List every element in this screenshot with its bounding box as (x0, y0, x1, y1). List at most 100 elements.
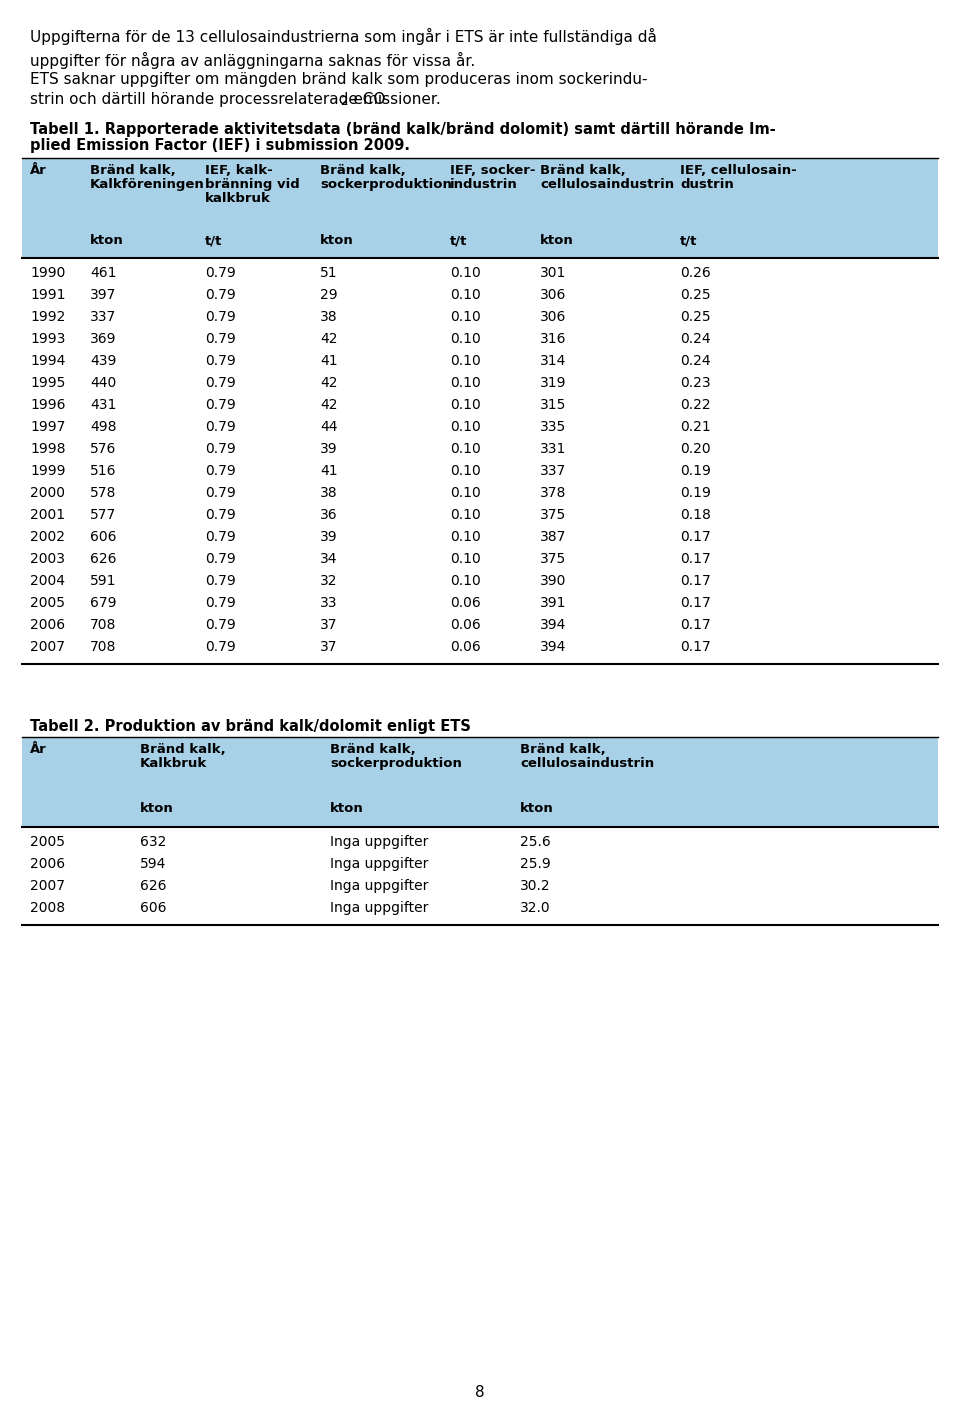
Text: 390: 390 (540, 574, 566, 588)
Text: 2003: 2003 (30, 552, 65, 566)
Text: cellulosaindustrin: cellulosaindustrin (540, 179, 674, 191)
Text: 0.79: 0.79 (205, 332, 236, 346)
Text: 314: 314 (540, 355, 566, 369)
Text: 594: 594 (140, 857, 166, 871)
Text: 397: 397 (90, 288, 116, 303)
Text: 39: 39 (320, 530, 338, 545)
Text: uppgifter för några av anläggningarna saknas för vissa år.: uppgifter för några av anläggningarna sa… (30, 52, 475, 69)
Text: 0.10: 0.10 (450, 266, 481, 280)
Text: 42: 42 (320, 332, 338, 346)
Text: Bränd kalk,: Bränd kalk, (520, 743, 606, 756)
Text: 0.06: 0.06 (450, 640, 481, 654)
Text: t/t: t/t (450, 234, 468, 248)
Text: 0.10: 0.10 (450, 332, 481, 346)
Text: 431: 431 (90, 398, 116, 412)
Text: 2005: 2005 (30, 834, 65, 848)
Text: År: År (30, 743, 47, 756)
Text: År: År (30, 165, 47, 177)
Text: 461: 461 (90, 266, 116, 280)
Text: Bränd kalk,: Bränd kalk, (540, 165, 626, 177)
Text: 1999: 1999 (30, 464, 65, 478)
Text: Inga uppgifter: Inga uppgifter (330, 834, 428, 848)
Text: 1994: 1994 (30, 355, 65, 369)
Text: kton: kton (520, 802, 554, 815)
Text: Bränd kalk,: Bränd kalk, (140, 743, 226, 756)
Text: Kalkbruk: Kalkbruk (140, 757, 207, 770)
Text: sockerproduktion: sockerproduktion (330, 757, 462, 770)
Text: 0.17: 0.17 (680, 574, 710, 588)
Text: 2004: 2004 (30, 574, 65, 588)
Text: 439: 439 (90, 355, 116, 369)
Text: 1998: 1998 (30, 442, 65, 456)
Text: Inga uppgifter: Inga uppgifter (330, 879, 428, 893)
Text: -emissioner.: -emissioner. (348, 91, 441, 107)
Text: 0.79: 0.79 (205, 398, 236, 412)
Text: 0.23: 0.23 (680, 376, 710, 390)
Text: sockerproduktion: sockerproduktion (320, 179, 452, 191)
Text: 2007: 2007 (30, 640, 65, 654)
Text: Tabell 1. Rapporterade aktivitetsdata (bränd kalk/bränd dolomit) samt därtill hö: Tabell 1. Rapporterade aktivitetsdata (b… (30, 122, 776, 136)
Text: 708: 708 (90, 640, 116, 654)
Text: 37: 37 (320, 640, 338, 654)
Text: 0.18: 0.18 (680, 508, 710, 522)
Text: 0.79: 0.79 (205, 355, 236, 369)
Text: 0.17: 0.17 (680, 597, 710, 611)
Text: 0.25: 0.25 (680, 310, 710, 324)
Text: plied Emission Factor (IEF) i submission 2009.: plied Emission Factor (IEF) i submission… (30, 138, 410, 153)
Text: 0.26: 0.26 (680, 266, 710, 280)
Text: 1996: 1996 (30, 398, 65, 412)
Text: dustrin: dustrin (680, 179, 733, 191)
Text: 2008: 2008 (30, 900, 65, 915)
Text: 632: 632 (140, 834, 166, 848)
Text: 1991: 1991 (30, 288, 65, 303)
Text: 1997: 1997 (30, 421, 65, 433)
Bar (22, 737, 938, 827)
Text: 0.10: 0.10 (450, 464, 481, 478)
Text: 0.10: 0.10 (450, 355, 481, 369)
Text: 25.6: 25.6 (520, 834, 551, 848)
Text: 1995: 1995 (30, 376, 65, 390)
Text: 30.2: 30.2 (520, 879, 551, 893)
Text: IEF, kalk-: IEF, kalk- (205, 165, 273, 177)
Text: 29: 29 (320, 288, 338, 303)
Text: 0.79: 0.79 (205, 266, 236, 280)
Text: 0.79: 0.79 (205, 508, 236, 522)
Text: 0.10: 0.10 (450, 310, 481, 324)
Text: 0.21: 0.21 (680, 421, 710, 433)
Text: 0.79: 0.79 (205, 442, 236, 456)
Text: 0.17: 0.17 (680, 530, 710, 545)
Text: 0.79: 0.79 (205, 597, 236, 611)
Text: 337: 337 (540, 464, 566, 478)
Text: 301: 301 (540, 266, 566, 280)
Text: 51: 51 (320, 266, 338, 280)
Text: IEF, socker-: IEF, socker- (450, 165, 536, 177)
Text: 440: 440 (90, 376, 116, 390)
Text: 0.79: 0.79 (205, 288, 236, 303)
Text: 516: 516 (90, 464, 116, 478)
Text: 0.79: 0.79 (205, 530, 236, 545)
Text: 0.24: 0.24 (680, 355, 710, 369)
Text: 0.79: 0.79 (205, 376, 236, 390)
Text: 0.17: 0.17 (680, 552, 710, 566)
Bar (22, 158, 938, 257)
Text: 0.79: 0.79 (205, 310, 236, 324)
Text: 2001: 2001 (30, 508, 65, 522)
Text: 1990: 1990 (30, 266, 65, 280)
Text: 0.10: 0.10 (450, 442, 481, 456)
Text: Bränd kalk,: Bränd kalk, (330, 743, 416, 756)
Text: 679: 679 (90, 597, 116, 611)
Text: 375: 375 (540, 552, 566, 566)
Text: 0.79: 0.79 (205, 552, 236, 566)
Text: 0.79: 0.79 (205, 574, 236, 588)
Text: Uppgifterna för de 13 cellulosaindustrierna som ingår i ETS är inte fullständiga: Uppgifterna för de 13 cellulosaindustrie… (30, 28, 657, 45)
Text: 0.06: 0.06 (450, 618, 481, 632)
Text: 0.10: 0.10 (450, 508, 481, 522)
Text: 39: 39 (320, 442, 338, 456)
Text: 319: 319 (540, 376, 566, 390)
Text: strin och därtill hörande processrelaterade CO: strin och därtill hörande processrelater… (30, 91, 385, 107)
Text: 2007: 2007 (30, 879, 65, 893)
Text: 591: 591 (90, 574, 116, 588)
Text: 0.24: 0.24 (680, 332, 710, 346)
Text: 0.22: 0.22 (680, 398, 710, 412)
Text: 337: 337 (90, 310, 116, 324)
